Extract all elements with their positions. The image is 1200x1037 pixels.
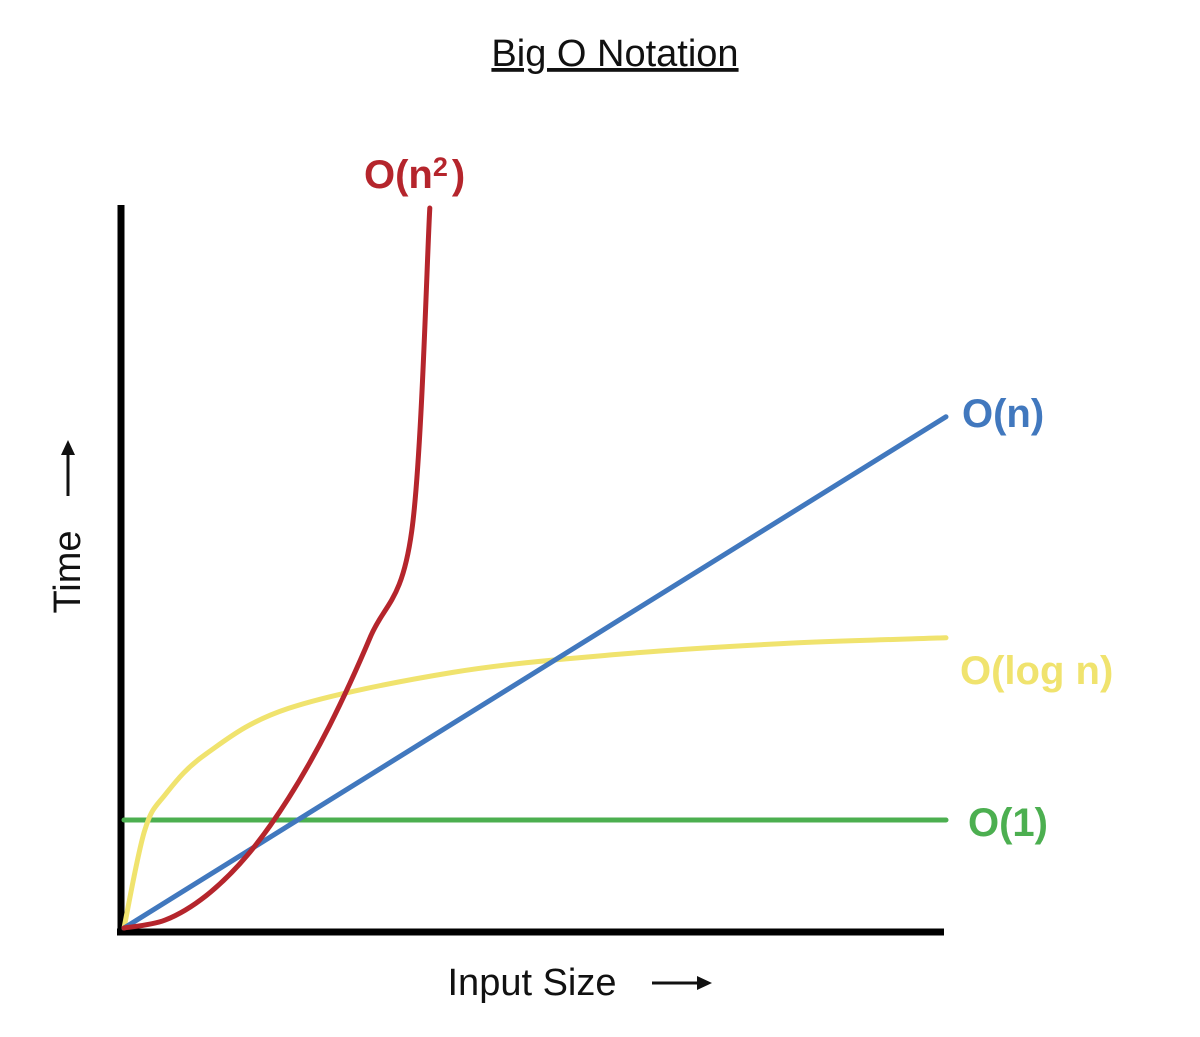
series-label-logarithmic: O(log n) — [960, 649, 1113, 693]
x-axis-label: Input Size — [448, 962, 617, 1004]
y-axis-arrow-icon — [61, 440, 75, 496]
series-line-linear — [121, 414, 949, 931]
series-label-constant: O(1) — [968, 801, 1048, 845]
series-label-quadratic-base: O(n — [364, 153, 433, 197]
series-label-quadratic: O(n2) — [364, 152, 465, 197]
series-label-linear: O(n) — [962, 392, 1044, 436]
x-axis-arrow-icon — [652, 976, 712, 990]
series-label-quadratic-close: ) — [452, 153, 465, 197]
series-line-quadratic — [121, 205, 433, 931]
chart-title: Big O Notation — [491, 33, 738, 75]
y-axis-label: Time — [47, 530, 89, 613]
series-curves — [121, 205, 949, 931]
series-line-logarithmic — [121, 635, 949, 931]
series-label-quadratic-exponent: 2 — [433, 152, 448, 182]
